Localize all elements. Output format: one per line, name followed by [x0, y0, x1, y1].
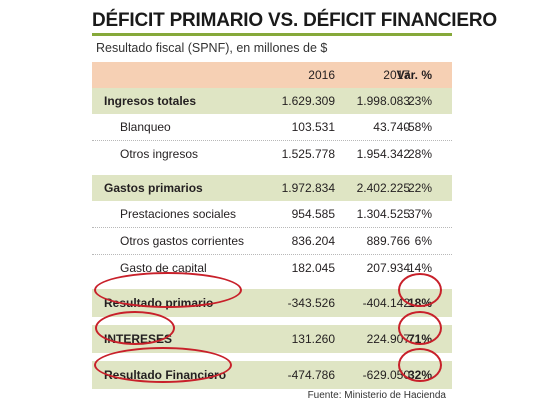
table-row: Resultado primario -343.526 -404.142 18%: [92, 289, 452, 317]
row-var: 6%: [414, 234, 432, 248]
row-value-2016: -343.526: [287, 296, 335, 310]
row-value-2016: 836.204: [291, 234, 335, 248]
table-row: Otros ingresos 1.525.778 1.954.342 28%: [92, 141, 452, 167]
row-var: 28%: [407, 147, 432, 161]
row-value-2016: -474.786: [287, 368, 335, 382]
header-var: Var. %: [396, 68, 432, 82]
title-bar: DÉFICIT PRIMARIO VS. DÉFICIT FINANCIERO: [92, 6, 497, 36]
row-value-2016: 1.525.778: [281, 147, 335, 161]
table-row: Ingresos totales 1.629.309 1.998.083 23%: [92, 88, 452, 114]
section-gap: [92, 167, 452, 175]
section-gap: [92, 281, 452, 289]
table-row: Blanqueo 103.531 43.740 -58%: [92, 114, 452, 141]
row-var: 22%: [407, 181, 432, 195]
table-row: Prestaciones sociales 954.585 1.304.525 …: [92, 201, 452, 228]
row-var: 71%: [407, 332, 432, 346]
row-value-2017: 1.998.083: [356, 94, 410, 108]
row-var: -58%: [403, 120, 432, 134]
row-value-2017: 2.402.225: [356, 181, 410, 195]
row-label: Blanqueo: [120, 120, 171, 134]
row-var: 37%: [407, 207, 432, 221]
row-label: Otros ingresos: [120, 147, 199, 161]
row-value-2017: 207.934: [366, 261, 410, 275]
row-var: 18%: [407, 296, 432, 310]
table-row: Otros gastos corrientes 836.204 889.766 …: [92, 228, 452, 255]
row-value-2017: 43.740: [373, 120, 410, 134]
section-gap: [92, 353, 452, 361]
row-label: Ingresos totales: [104, 94, 197, 108]
row-label: Gasto de capital: [120, 261, 207, 275]
section-gap: [92, 317, 452, 325]
row-var: 23%: [407, 94, 432, 108]
row-var: 14%: [407, 261, 432, 275]
source-note: Fuente: Ministerio de Hacienda: [307, 390, 446, 401]
row-value-2016: 1.972.834: [281, 181, 335, 195]
header-2016: 2016: [308, 68, 335, 82]
row-value-2016: 954.585: [291, 207, 335, 221]
row-value-2016: 103.531: [291, 120, 335, 134]
title-underline: [92, 33, 452, 36]
table-header: 2016 2017 Var. %: [92, 62, 452, 88]
page-title: DÉFICIT PRIMARIO VS. DÉFICIT FINANCIERO: [92, 10, 497, 31]
row-label: INTERESES: [104, 332, 173, 346]
row-value-2016: 182.045: [291, 261, 335, 275]
row-value-2016: 131.260: [291, 332, 335, 346]
row-label: Prestaciones sociales: [120, 207, 237, 221]
row-var: 32%: [407, 368, 432, 382]
table-row: Gasto de capital 182.045 207.934 14%: [92, 255, 452, 281]
fiscal-table: 2016 2017 Var. % Ingresos totales 1.629.…: [92, 62, 452, 389]
row-label: Otros gastos corrientes: [120, 234, 245, 248]
table-row: Gastos primarios 1.972.834 2.402.225 22%: [92, 175, 452, 201]
row-value-2017: 1.304.525: [356, 207, 410, 221]
table-row: Resultado Financiero -474.786 -629.050 3…: [92, 361, 452, 389]
row-label: Resultado primario: [104, 296, 214, 310]
row-value-2017: 1.954.342: [356, 147, 410, 161]
row-value-2016: 1.629.309: [281, 94, 335, 108]
row-label: Resultado Financiero: [104, 368, 227, 382]
table-row: INTERESES 131.260 224.907 71%: [92, 325, 452, 353]
row-value-2017: 889.766: [366, 234, 410, 248]
row-label: Gastos primarios: [104, 181, 203, 195]
subtitle: Resultado fiscal (SPNF), en millones de …: [96, 41, 328, 55]
header-2017: 2017: [383, 68, 410, 82]
